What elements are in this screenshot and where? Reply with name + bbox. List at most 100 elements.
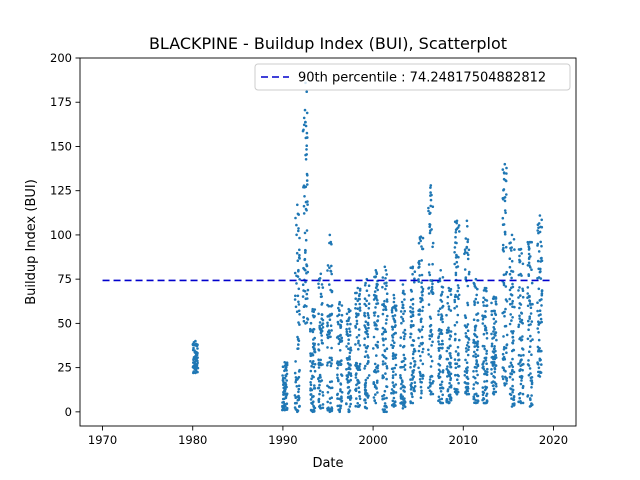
data-point: [440, 293, 444, 296]
data-point: [473, 345, 477, 348]
data-point: [196, 366, 199, 370]
data-point: [466, 389, 470, 393]
data-point: [337, 306, 340, 310]
data-point: [526, 240, 530, 244]
data-point: [354, 326, 358, 329]
data-point: [485, 352, 488, 355]
data-point: [492, 336, 496, 339]
data-point: [503, 384, 507, 387]
data-point: [328, 410, 332, 414]
y-axis-ticks: 0 25 50 75 100 125 150 175 200: [50, 51, 80, 419]
data-point: [475, 394, 479, 398]
data-point: [317, 363, 321, 367]
data-point: [376, 288, 380, 292]
data-point: [311, 307, 315, 311]
data-point: [419, 235, 423, 238]
data-point: [347, 347, 350, 351]
data-point: [485, 362, 488, 366]
data-point: [511, 270, 515, 273]
data-point: [305, 131, 309, 135]
data-point: [481, 398, 484, 402]
data-point: [449, 330, 453, 333]
data-point: [476, 348, 479, 352]
data-point: [494, 302, 498, 306]
data-point: [403, 298, 406, 301]
data-point: [502, 223, 506, 226]
data-point: [391, 339, 395, 342]
data-point: [447, 373, 451, 376]
data-point: [411, 297, 415, 301]
data-point: [428, 225, 432, 229]
data-points: [191, 81, 544, 414]
data-point: [363, 311, 366, 315]
data-point: [401, 317, 405, 321]
data-point: [392, 402, 396, 406]
data-point: [492, 392, 496, 396]
data-point: [372, 382, 376, 386]
data-point: [465, 371, 469, 375]
data-point: [517, 400, 520, 404]
data-point: [527, 274, 531, 278]
data-point: [375, 294, 378, 298]
data-point: [504, 179, 508, 183]
data-point: [294, 305, 298, 309]
data-point: [390, 325, 394, 329]
data-point: [355, 397, 358, 400]
data-point: [321, 363, 324, 366]
data-point: [329, 305, 333, 308]
data-point: [305, 148, 308, 151]
data-point: [453, 300, 457, 304]
data-point: [358, 344, 362, 347]
data-point: [482, 365, 485, 369]
data-point: [420, 281, 423, 285]
data-point: [349, 372, 353, 375]
data-point: [375, 387, 378, 390]
data-point: [282, 383, 285, 387]
data-point: [339, 325, 343, 328]
data-point: [536, 229, 539, 232]
data-point: [411, 265, 415, 269]
data-point: [476, 287, 479, 291]
data-point: [494, 364, 498, 367]
data-point: [475, 360, 479, 364]
data-point: [463, 370, 467, 373]
data-point: [382, 343, 385, 347]
data-point: [466, 353, 470, 357]
data-point: [417, 241, 421, 245]
data-point: [421, 305, 425, 309]
data-point: [464, 250, 467, 254]
data-point: [366, 376, 370, 380]
data-point: [420, 285, 424, 289]
data-point: [418, 274, 422, 277]
data-point: [421, 309, 424, 313]
data-point: [431, 282, 434, 286]
data-point: [420, 335, 424, 339]
data-point: [429, 355, 433, 358]
data-point: [540, 289, 544, 293]
data-point: [504, 211, 507, 215]
data-point: [364, 378, 368, 382]
legend: 90th percentile : 74.24817504882812: [254, 63, 571, 91]
data-point: [441, 286, 445, 289]
data-point: [438, 346, 442, 350]
data-point: [297, 375, 301, 379]
data-point: [447, 307, 451, 311]
data-point: [390, 311, 394, 314]
data-point: [453, 262, 457, 266]
data-point: [493, 312, 497, 315]
data-point: [313, 369, 317, 373]
data-point: [305, 179, 309, 182]
data-point: [412, 365, 416, 368]
y-tick-label: 75: [57, 272, 72, 286]
data-point: [437, 309, 440, 313]
data-point: [345, 312, 349, 316]
data-point: [301, 283, 305, 287]
data-point: [403, 328, 407, 332]
data-point: [356, 405, 360, 408]
data-point: [464, 347, 468, 350]
data-point: [526, 394, 530, 397]
data-point: [474, 401, 478, 405]
data-point: [303, 231, 307, 235]
data-point: [511, 282, 514, 286]
data-point: [386, 314, 389, 318]
